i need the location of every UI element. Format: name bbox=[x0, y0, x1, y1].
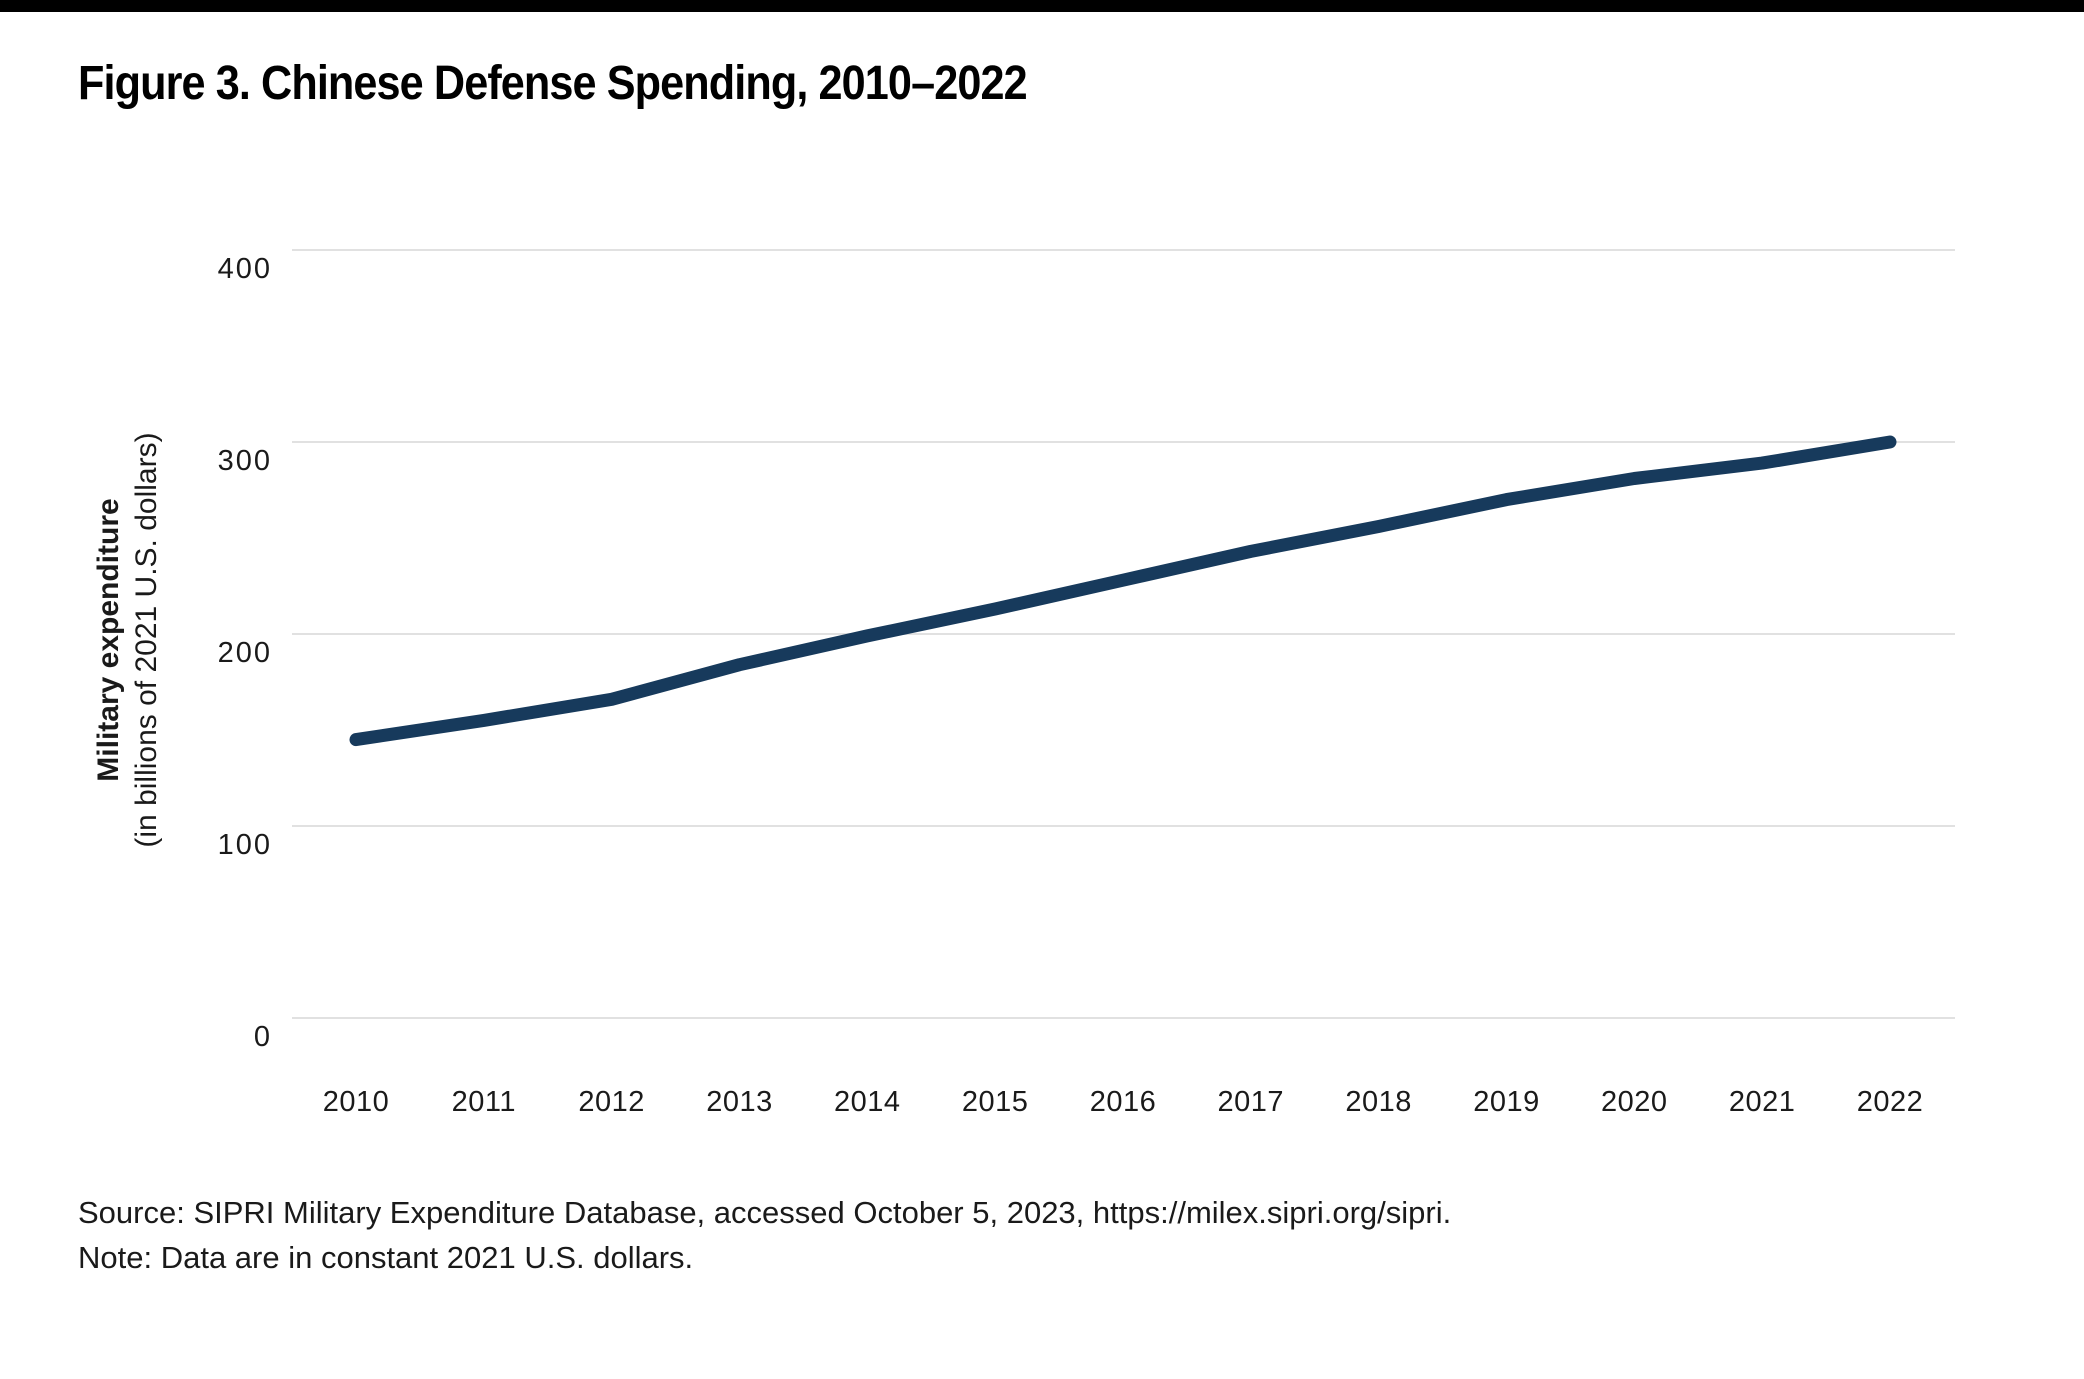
x-tick-label: 2017 bbox=[1217, 1086, 1285, 1118]
source-text: Source: SIPRI Military Expenditure Datab… bbox=[78, 1195, 1452, 1230]
y-tick-label: 200 bbox=[217, 637, 272, 669]
y-tick-label: 300 bbox=[217, 445, 272, 477]
gridline-y-100 bbox=[292, 825, 1955, 827]
gridline-y-200 bbox=[292, 633, 1955, 635]
x-tick-label: 2011 bbox=[451, 1086, 517, 1118]
gridline-y-400 bbox=[292, 249, 1955, 251]
x-tick-label: 2010 bbox=[322, 1086, 390, 1118]
gridline-y-300 bbox=[292, 441, 1955, 443]
x-tick-label: 2019 bbox=[1473, 1086, 1540, 1118]
figure-title: Figure 3. Chinese Defense Spending, 2010… bbox=[78, 57, 1028, 110]
x-tick-label: 2021 bbox=[1728, 1086, 1796, 1118]
y-tick-label: 100 bbox=[217, 829, 272, 861]
x-tick-label: 2013 bbox=[706, 1086, 773, 1118]
x-tick-label: 2018 bbox=[1345, 1086, 1412, 1118]
x-tick-label: 2016 bbox=[1089, 1086, 1157, 1118]
note-text: Note: Data are in constant 2021 U.S. dol… bbox=[78, 1240, 694, 1275]
x-tick-label: 2015 bbox=[961, 1086, 1029, 1118]
y-tick-label: 400 bbox=[217, 253, 272, 285]
source-note-block: Source: SIPRI Military Expenditure Datab… bbox=[78, 1190, 1828, 1280]
spending-line bbox=[349, 435, 1897, 747]
gridline-y-0 bbox=[292, 1017, 1955, 1019]
top-border bbox=[0, 0, 2084, 12]
x-tick-label: 2012 bbox=[578, 1086, 645, 1118]
x-tick-label: 2022 bbox=[1856, 1086, 1924, 1118]
x-tick-label: 2014 bbox=[834, 1086, 901, 1118]
x-tick-label: 2020 bbox=[1601, 1086, 1668, 1118]
y-tick-label: 0 bbox=[253, 1021, 272, 1053]
